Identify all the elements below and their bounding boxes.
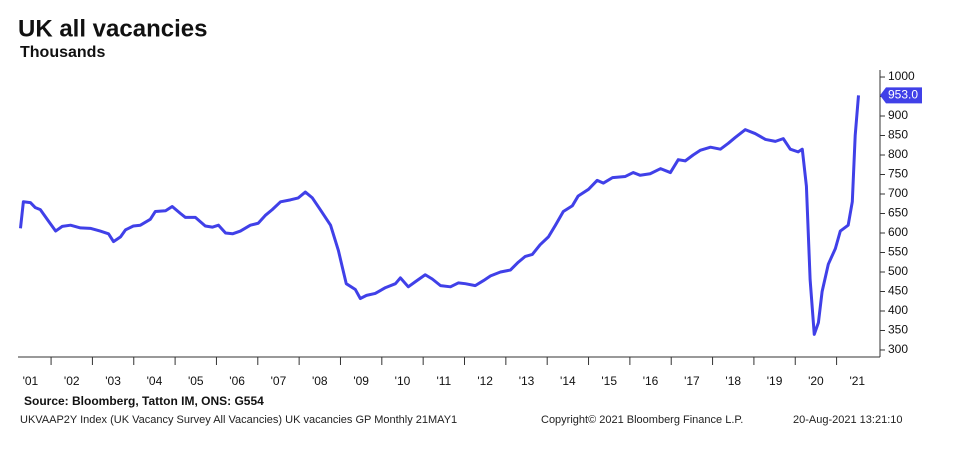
y-tick-label: 550 [888,245,908,259]
y-tick-label: 450 [888,284,908,298]
chart-title: UK all vacancies [18,15,207,42]
line [18,95,860,336]
x-tick-label: '10 [395,374,411,388]
value-label: 953.0 [888,88,918,102]
x-tick-label: '02 [64,374,80,388]
x-tick-label: '04 [147,374,163,388]
y-tick-label: 850 [888,128,908,142]
x-tick-label: '15 [601,374,617,388]
x-tick-label: '13 [519,374,535,388]
x-tick-label: '03 [105,374,121,388]
y-tick-label: 300 [888,342,908,356]
y-tick-label: 750 [888,167,908,181]
y-tick-label: 900 [888,108,908,122]
footer-left: UKVAAP2Y Index (UK Vacancy Survey All Va… [20,414,457,426]
x-tick-label: '06 [229,374,245,388]
x-tick-label: '17 [684,374,700,388]
x-tick-label: '14 [560,374,576,388]
y-tick-label: 600 [888,225,908,239]
y-tick-label: 800 [888,147,908,161]
x-tick-label: '12 [477,374,493,388]
y-tick-label: 1000 [888,69,915,83]
x-tick-label: '07 [271,374,287,388]
y-tick-label: 500 [888,264,908,278]
x-tick-label: '05 [188,374,204,388]
y-tick-label: 350 [888,323,908,337]
footer-center: Copyright© 2021 Bloomberg Finance L.P. [541,414,743,426]
x-tick-label: '09 [353,374,369,388]
x-tick-label: '08 [312,374,328,388]
y-tick-label: 650 [888,206,908,220]
x-tick-label: '18 [725,374,741,388]
x-tick-label: '19 [767,374,783,388]
chart-subtitle: Thousands [20,44,105,61]
source: Source: Bloomberg, Tatton IM, ONS: G554 [24,394,264,408]
y-tick-label: 700 [888,186,908,200]
footer-right: 20-Aug-2021 13:21:10 [793,414,902,426]
x-tick-label: '20 [808,374,824,388]
x-tick-label: '01 [23,374,39,388]
x-tick-label: '11 [436,374,451,388]
value-label-box [880,87,922,104]
y-tick-label: 400 [888,303,908,317]
x-tick-label: '21 [849,374,865,388]
x-tick-label: '16 [643,374,659,388]
